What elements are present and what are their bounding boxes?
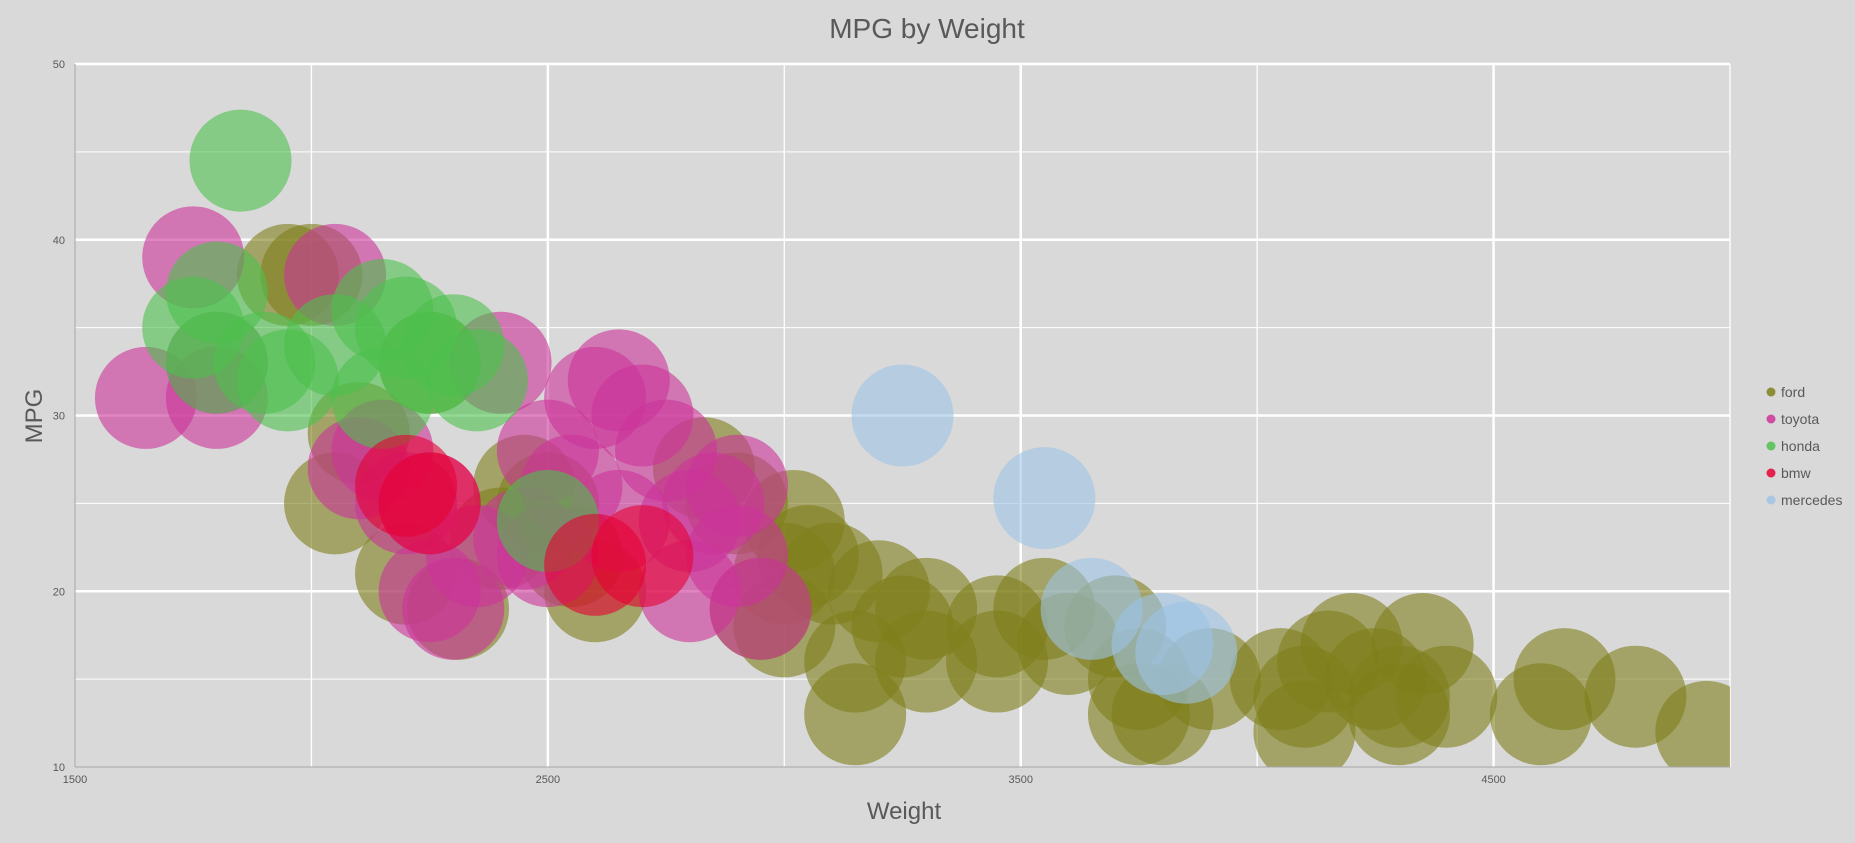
x-tick-label: 3500 — [1008, 774, 1032, 786]
legend-label-honda: honda — [1781, 438, 1820, 454]
bubble-bmw — [378, 452, 481, 555]
bubble-honda — [189, 109, 292, 212]
x-tick-label: 4500 — [1481, 774, 1505, 786]
legend-label-toyota: toyota — [1781, 411, 1819, 427]
legend-marker-ford — [1766, 387, 1776, 397]
bubble-bmw — [591, 505, 694, 608]
x-tick-label: 1500 — [63, 774, 87, 786]
y-tick-label: 20 — [53, 586, 65, 598]
bubble-mercedes — [851, 364, 954, 467]
legend-label-mercedes: mercedes — [1781, 492, 1842, 508]
legend: ford toyota honda bmw mercedes — [1766, 384, 1842, 508]
bubble-ford — [1348, 663, 1450, 766]
legend-marker-toyota — [1766, 414, 1776, 424]
legend-label-ford: ford — [1781, 384, 1805, 400]
y-tick-label: 10 — [53, 762, 65, 774]
y-axis-title: MPG — [21, 389, 48, 444]
legend-marker-mercedes — [1766, 495, 1776, 505]
legend-label-bmw: bmw — [1781, 465, 1811, 481]
tick-labels: 1500 2500 3500 4500 10 20 30 40 50 — [53, 59, 1506, 786]
bubble-honda — [331, 346, 434, 449]
y-tick-label: 50 — [53, 59, 65, 71]
bubble-honda — [425, 329, 528, 432]
chart-title: MPG by Weight — [829, 13, 1025, 44]
x-axis-title: Weight — [867, 798, 942, 825]
legend-marker-honda — [1766, 441, 1776, 451]
bubble-mercedes — [993, 447, 1096, 550]
x-tick-label: 2500 — [536, 774, 560, 786]
bubble-ford — [1253, 680, 1356, 767]
bubble-toyota — [686, 434, 788, 537]
y-tick-label: 30 — [53, 411, 65, 423]
legend-marker-bmw — [1766, 468, 1776, 478]
bubble-ford — [804, 663, 907, 766]
bubble-mercedes — [1040, 557, 1143, 660]
y-tick-label: 40 — [53, 235, 65, 247]
bubble-mercedes — [1135, 601, 1238, 704]
bubble-ford — [1655, 680, 1730, 767]
bubble-layer — [94, 109, 1730, 767]
